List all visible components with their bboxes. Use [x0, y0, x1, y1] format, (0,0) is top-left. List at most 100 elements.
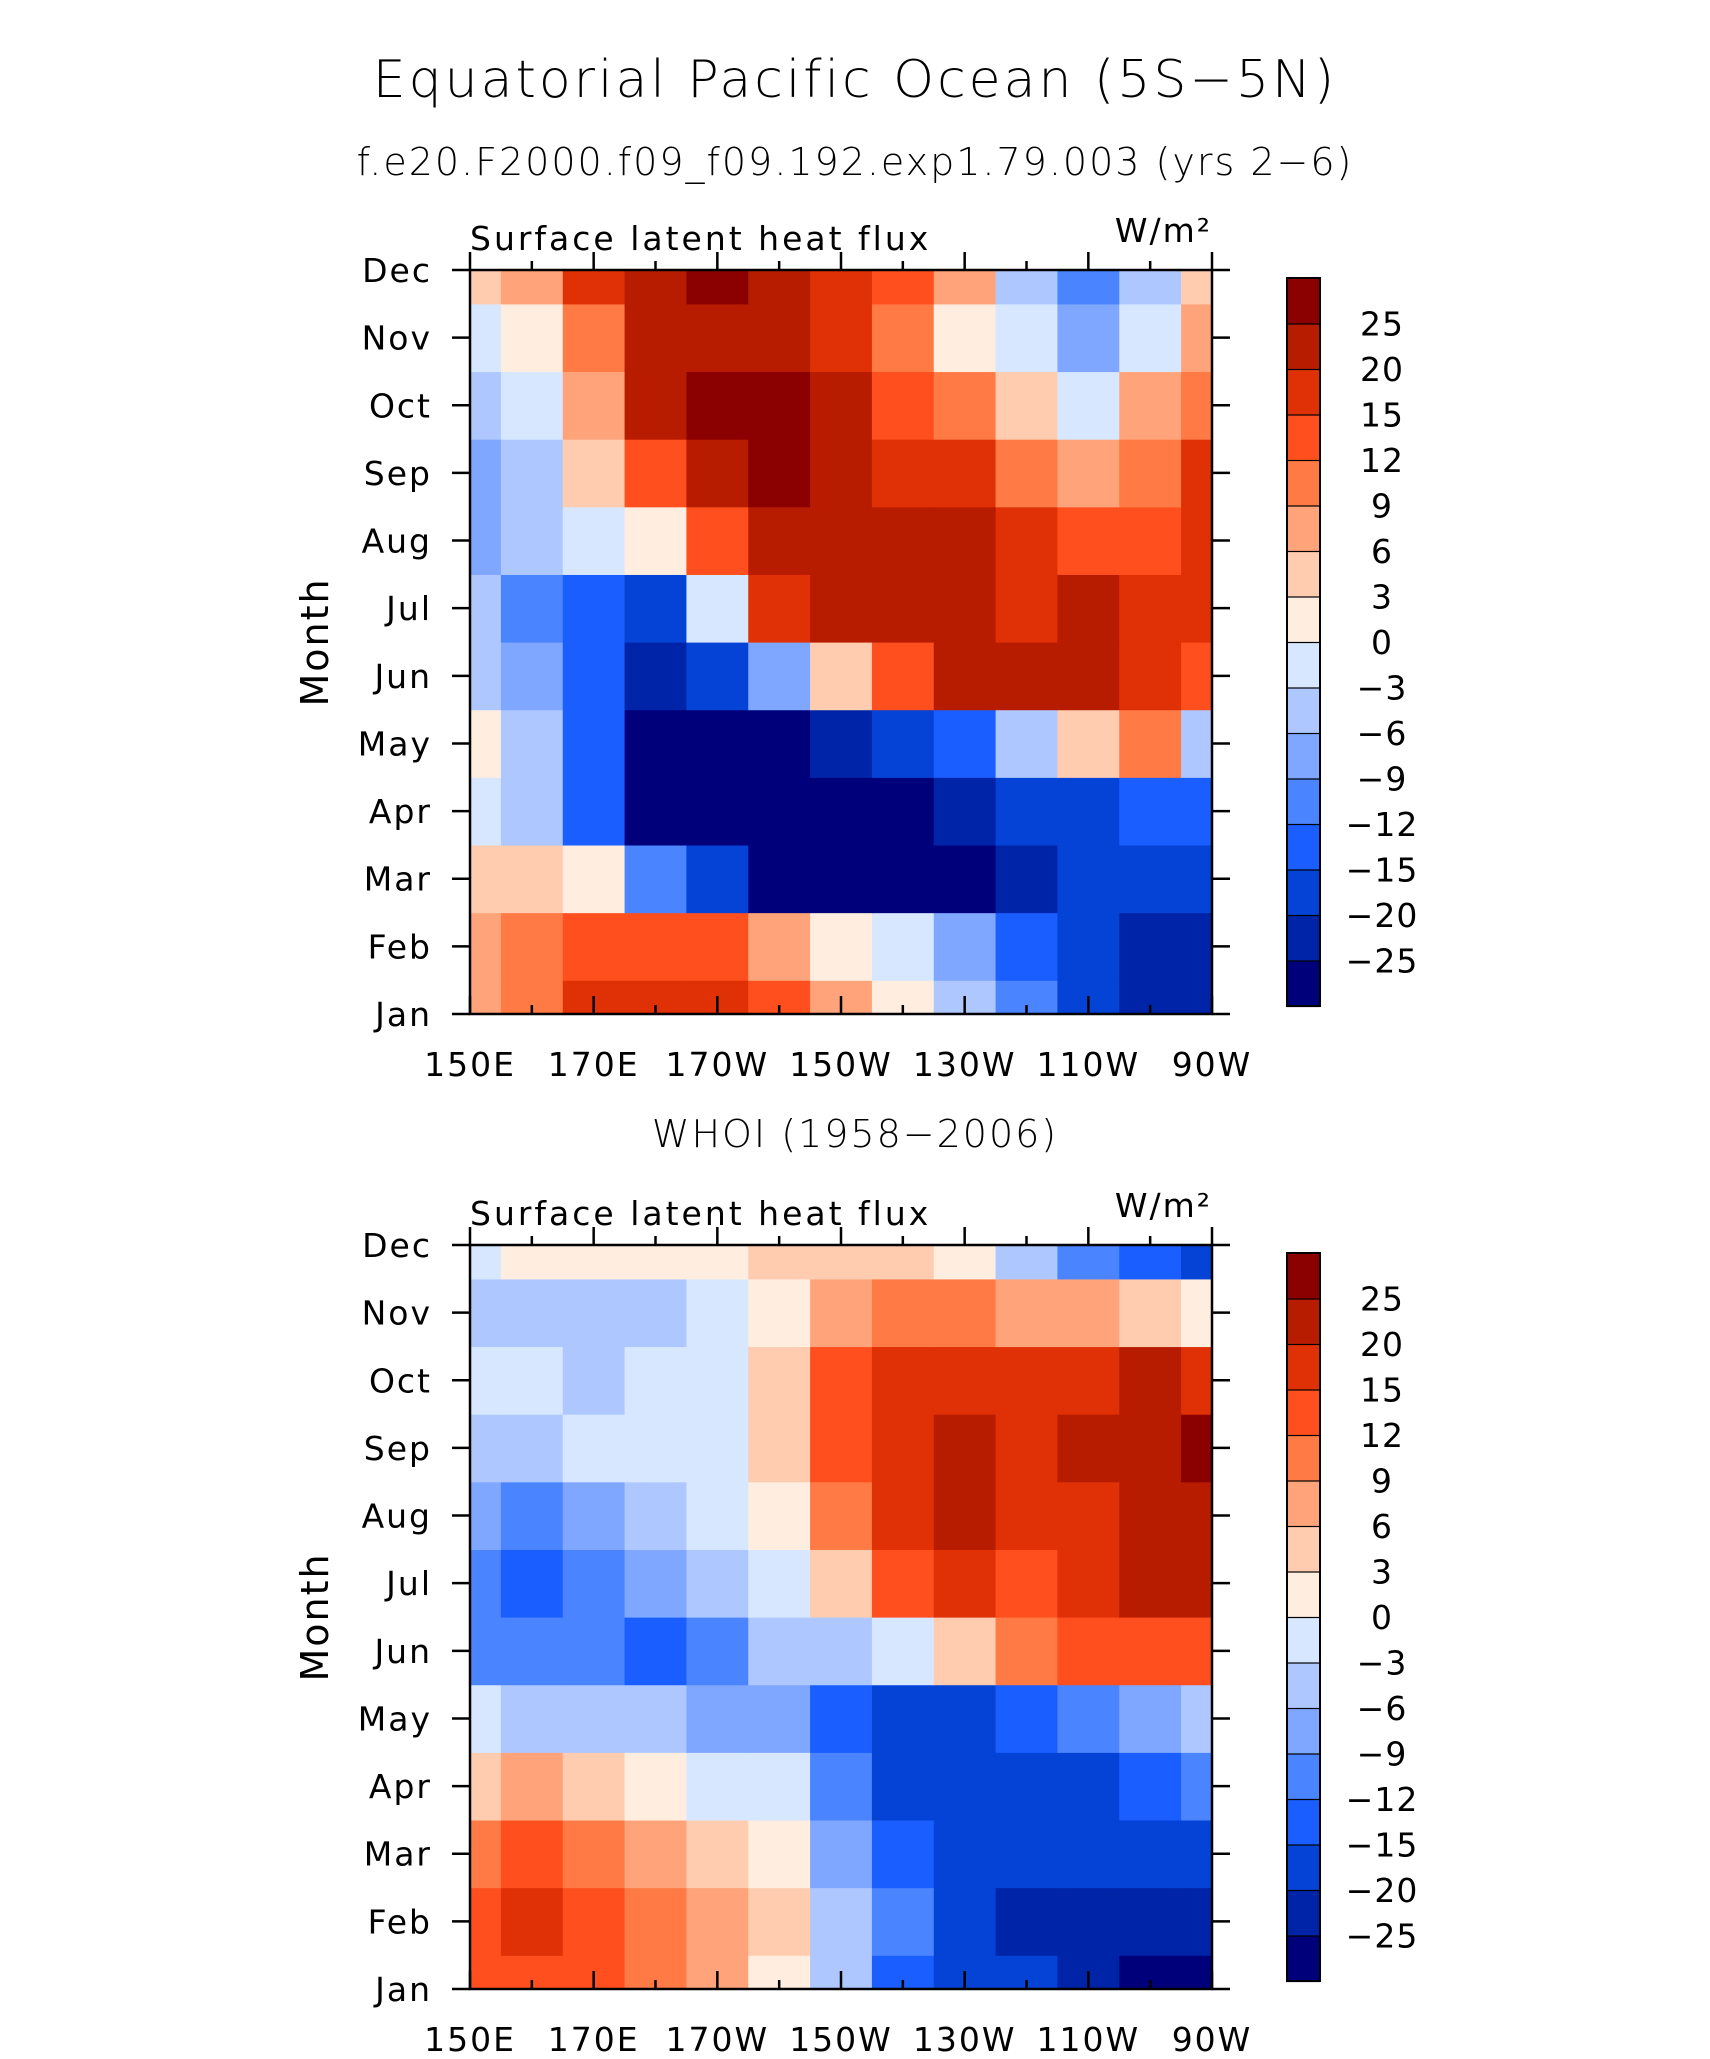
heatmap-cell — [1181, 1346, 1213, 1415]
heatmap-cell — [500, 777, 564, 846]
heatmap-cell — [562, 1278, 626, 1348]
y-tick-label: Dec — [362, 1226, 432, 1265]
heatmap-cell — [933, 709, 997, 778]
heatmap-cell — [624, 1819, 688, 1889]
heatmap-cell — [748, 1245, 811, 1280]
colorbar-swatch — [1286, 641, 1321, 689]
units-label: W/m² — [1115, 1186, 1212, 1225]
panel-title: Surface latent heat flux — [470, 219, 931, 258]
heatmap-cell — [686, 1346, 749, 1415]
colorbar-swatch — [1286, 595, 1321, 644]
x-tick-label: 150E — [424, 1045, 516, 1084]
heatmap-cell — [1181, 1684, 1213, 1753]
colorbar-swatch — [1286, 322, 1321, 371]
units-label: W/m² — [1115, 211, 1212, 250]
colorbar-label: −3 — [1357, 669, 1408, 708]
heatmap-cell — [470, 270, 502, 305]
heatmap-cell — [871, 270, 935, 305]
heatmap-cell — [1181, 506, 1213, 575]
heatmap-cell — [686, 574, 749, 643]
heatmap-cell — [1057, 844, 1120, 914]
heatmap-cell — [1057, 777, 1120, 846]
heatmap-cell — [810, 709, 873, 778]
heatmap-cell — [1057, 1278, 1120, 1348]
heatmap-cell — [1119, 1887, 1182, 1956]
colorbar-swatch — [1286, 1707, 1321, 1755]
colorbar-swatch — [1286, 1752, 1321, 1801]
heatmap-cell — [810, 1549, 873, 1618]
heatmap-cell — [995, 1481, 1059, 1550]
colorbar-label: −25 — [1346, 942, 1419, 981]
y-tick-label: Nov — [362, 1294, 432, 1333]
heatmap-cell — [500, 574, 564, 643]
y-tick-label: May — [358, 724, 432, 763]
heatmap-cell — [810, 439, 873, 508]
heatmap-cell — [871, 912, 935, 981]
x-tick-label: 130W — [913, 2020, 1017, 2059]
heatmap-cell — [871, 844, 935, 914]
colorbar-label: 6 — [1371, 532, 1393, 571]
colorbar-frame — [1286, 1252, 1321, 1982]
colorbar-swatch — [1286, 732, 1321, 780]
y-tick-label: Feb — [368, 1902, 432, 1941]
heatmap-cell — [500, 1752, 564, 1821]
colorbar-label: 20 — [1360, 350, 1404, 389]
colorbar-label: 15 — [1360, 396, 1404, 435]
heatmap-cell — [871, 1481, 935, 1550]
heatmap-cell — [810, 777, 873, 846]
heatmap-cell — [748, 439, 811, 508]
heatmap-cell — [1057, 270, 1120, 305]
heatmap-cell — [562, 777, 626, 846]
colorbar-label: −20 — [1346, 1871, 1419, 1910]
heatmap-cell — [1119, 1684, 1182, 1753]
heatmap-cell — [500, 642, 564, 711]
colorbar-label: 12 — [1360, 1416, 1404, 1455]
heatmap-cell — [624, 844, 688, 914]
heatmap-cell — [933, 1752, 997, 1821]
heatmap-cell — [624, 270, 688, 305]
colorbar-swatch — [1286, 1525, 1321, 1573]
heatmap-cell — [933, 642, 997, 711]
heatmap-cell — [995, 270, 1059, 305]
heatmap-cell — [500, 439, 564, 508]
heatmap-cell — [1181, 371, 1213, 440]
heatmap-cell — [871, 709, 935, 778]
x-tick-label: 170E — [548, 1045, 640, 1084]
heatmap-cell — [1119, 777, 1182, 846]
colorbar-swatch — [1286, 1388, 1321, 1437]
heatmap-cell — [995, 1278, 1059, 1348]
x-tick-label: 170E — [548, 2020, 640, 2059]
heatmap-cell — [748, 1549, 811, 1618]
heatmap-cell — [500, 1684, 564, 1753]
heatmap-cell — [624, 371, 688, 440]
y-tick-label: Feb — [368, 927, 432, 966]
colorbar-swatch — [1286, 277, 1321, 325]
heatmap-cell — [1057, 1752, 1120, 1821]
colorbar-swatch — [1286, 459, 1321, 507]
colorbar-label: −12 — [1346, 805, 1419, 844]
heatmap-cell — [686, 270, 749, 305]
heatmap-cell — [995, 371, 1059, 440]
heatmap-cell — [871, 1278, 935, 1348]
x-tick-label: 170W — [666, 2020, 770, 2059]
heatmap-cell — [624, 574, 688, 643]
heatmap-cell — [500, 303, 564, 373]
heatmap-cell — [686, 777, 749, 846]
heatmap-cell — [470, 303, 502, 373]
heatmap-cell — [562, 642, 626, 711]
colorbar-swatch — [1286, 1570, 1321, 1619]
heatmap-cell — [871, 1752, 935, 1821]
heatmap-cell — [933, 1684, 997, 1753]
heatmap-cell — [995, 506, 1059, 575]
x-tick-label: 110W — [1037, 2020, 1141, 2059]
colorbar: −25 −20 −15 −12 −9 −6 −3 0 3 6 9 12 15 20 25 — [1286, 1252, 1419, 1983]
heatmap-cell — [500, 1819, 564, 1889]
heatmap-cell — [624, 1617, 688, 1686]
x-tick-label: 150E — [424, 2020, 516, 2059]
heatmap-cell — [624, 642, 688, 711]
heatmap-cell — [1057, 1346, 1120, 1415]
heatmap-cell — [624, 1245, 688, 1280]
heatmap-cell — [933, 1278, 997, 1348]
heatmap-cell — [995, 1819, 1059, 1889]
heatmap-cell — [810, 1887, 873, 1956]
